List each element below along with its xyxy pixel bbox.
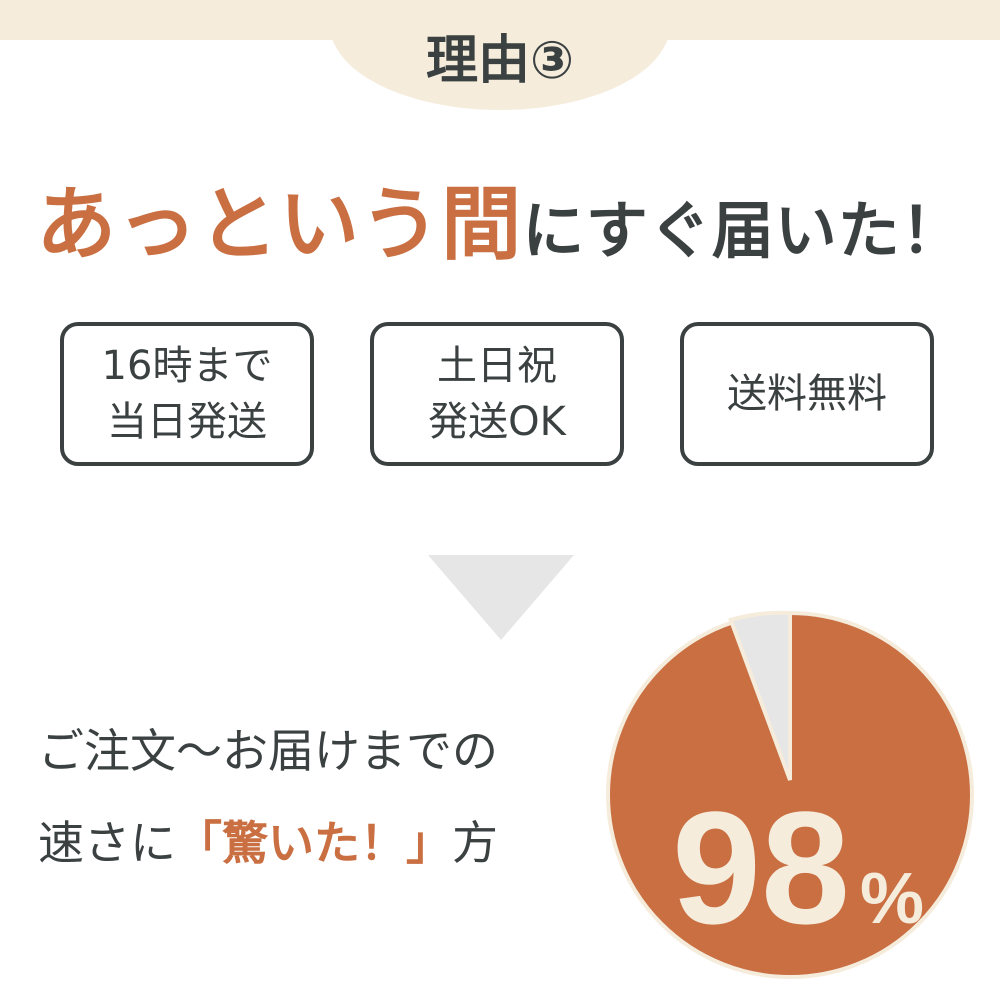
- headline: あっという間にすぐ届いた！: [0, 160, 1000, 276]
- caption: ご注文〜お届けまでの 速さに「驚いた！」方: [38, 705, 498, 889]
- stat-value: 98: [672, 778, 850, 957]
- caption-text: 速さに: [38, 816, 176, 870]
- feature-line: 発送OK: [428, 399, 566, 445]
- pie-slice-rest: [728, 610, 792, 781]
- caption-line2: 速さに「驚いた！」方: [38, 797, 498, 889]
- feature-line: 当日発送: [107, 399, 267, 445]
- down-arrow-icon: [428, 555, 574, 640]
- feature-line: 16時まで: [101, 343, 273, 389]
- caption-accent: 「驚いた！」: [176, 816, 452, 870]
- pie-chart: 98 %: [606, 610, 974, 979]
- caption-line1: ご注文〜お届けまでの: [38, 724, 498, 778]
- headline-accent: あっという間: [36, 178, 523, 271]
- feature-free-shipping: 送料無料: [680, 322, 934, 466]
- caption-text: 方: [452, 816, 498, 870]
- headline-rest: にすぐ届いた！: [522, 194, 964, 267]
- feature-line: 土日祝: [437, 343, 557, 389]
- reason-label: 理由③: [425, 31, 575, 91]
- feature-weekend: 土日祝 発送OK: [370, 322, 624, 466]
- feature-same-day: 16時まで 当日発送: [60, 322, 314, 466]
- feature-line: 送料無料: [727, 371, 887, 417]
- stat-unit: %: [860, 859, 924, 939]
